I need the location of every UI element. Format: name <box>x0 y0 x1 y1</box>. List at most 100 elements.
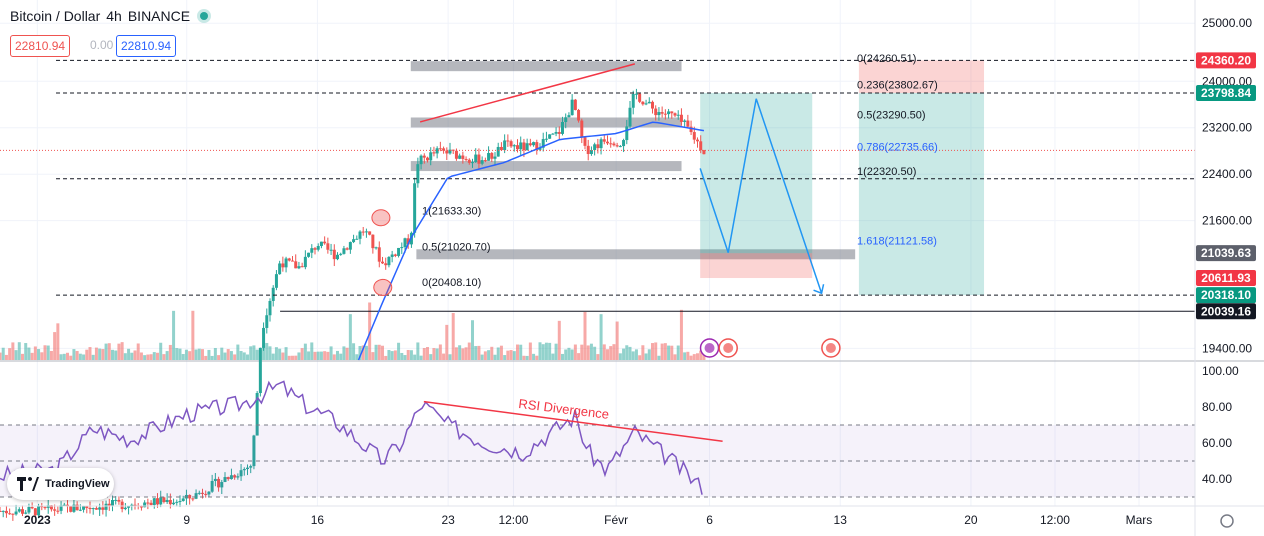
stop-zone <box>700 253 813 279</box>
time-tick-label: 9 <box>183 513 190 527</box>
candle <box>528 143 532 146</box>
price-label-text: 21039.63 <box>1201 246 1251 260</box>
candle <box>4 510 8 514</box>
candle <box>204 493 208 495</box>
candle <box>229 475 233 480</box>
candle <box>696 139 700 142</box>
candle <box>641 101 645 105</box>
tradingview-watermark[interactable]: TradingView <box>7 468 114 500</box>
volume-bar <box>419 355 423 360</box>
volume-bar <box>111 349 115 360</box>
volume-bar <box>663 343 667 360</box>
candle <box>461 155 465 159</box>
volume-bar <box>220 347 224 360</box>
candle <box>673 113 677 116</box>
candle <box>516 145 520 150</box>
market-open-icon <box>200 12 209 20</box>
volume-bar <box>538 342 542 360</box>
volume-bar <box>332 354 336 360</box>
candle <box>573 99 577 110</box>
volume-bar <box>168 344 172 360</box>
volume-bar <box>162 354 166 360</box>
volume-bar <box>188 351 192 360</box>
volume-bar <box>352 343 356 360</box>
candle <box>233 475 237 478</box>
candle <box>387 256 391 266</box>
volume-bar <box>451 313 455 360</box>
volume-bar <box>644 353 648 360</box>
volume-bar <box>329 346 333 360</box>
candle <box>268 300 272 316</box>
volume-bar <box>532 353 536 360</box>
volume-bar <box>397 342 401 360</box>
candle <box>374 247 378 249</box>
volume-bar <box>409 350 413 360</box>
volume-bar <box>43 345 47 360</box>
volume-bar <box>82 354 86 360</box>
candle <box>644 103 648 105</box>
volume-bar <box>525 355 529 360</box>
candle <box>448 149 452 154</box>
candle <box>94 508 98 510</box>
sell-price-button[interactable]: 22810.94 <box>10 35 71 57</box>
candle <box>512 145 516 147</box>
volume-bar <box>586 345 590 360</box>
volume-bar <box>609 346 613 360</box>
symbol-name[interactable]: Bitcoin / Dollar <box>10 8 101 24</box>
volume-bar <box>37 349 41 360</box>
volume-bar <box>438 344 442 360</box>
volume-bar <box>226 349 230 360</box>
candle <box>201 492 205 494</box>
candle <box>213 478 217 481</box>
candle <box>339 253 343 255</box>
candle <box>622 140 626 147</box>
volume-bar <box>638 355 642 360</box>
candle <box>638 93 642 102</box>
volume-bar <box>474 346 478 360</box>
volume-bar <box>692 354 696 360</box>
volume-bar <box>136 343 140 360</box>
volume-bar <box>172 310 176 360</box>
candle <box>422 155 426 158</box>
candle <box>381 261 385 264</box>
price-tick-label: 24000.00 <box>1202 74 1252 88</box>
volume-bar <box>461 348 465 360</box>
buy-price-button[interactable]: 22810.94 <box>116 35 177 57</box>
candle <box>127 505 131 508</box>
candle <box>692 132 696 140</box>
volume-bar <box>274 347 278 360</box>
volume-bar <box>72 349 76 360</box>
time-tick-label: Févr <box>604 513 628 527</box>
volume-bar <box>271 353 275 360</box>
candle <box>625 126 629 141</box>
volume-bar <box>506 350 510 360</box>
candle <box>255 393 259 436</box>
candle <box>348 242 352 250</box>
volume-bar <box>262 346 266 360</box>
candle <box>72 504 76 512</box>
candle <box>278 263 282 275</box>
candle <box>207 491 211 495</box>
volume-bar <box>8 348 12 360</box>
volume-bar <box>567 347 571 360</box>
volume-bar <box>400 352 404 360</box>
spread-value: 0.00 <box>90 38 114 52</box>
candle <box>474 154 478 163</box>
volume-bar <box>14 350 18 360</box>
rsi-tick-label: 80.00 <box>1202 400 1232 414</box>
candle <box>271 287 275 301</box>
candle <box>85 506 89 509</box>
interval-label[interactable]: 4h <box>106 8 122 24</box>
candle <box>490 153 494 159</box>
candle <box>361 231 365 233</box>
volume-bar <box>24 343 28 360</box>
target-zone <box>700 92 813 254</box>
volume-bar <box>149 354 153 360</box>
candle <box>541 139 545 148</box>
candle <box>442 148 446 151</box>
volume-bar <box>519 344 523 360</box>
volume-bar <box>117 343 121 360</box>
candle <box>458 155 462 159</box>
price-label-badge <box>1196 287 1256 304</box>
